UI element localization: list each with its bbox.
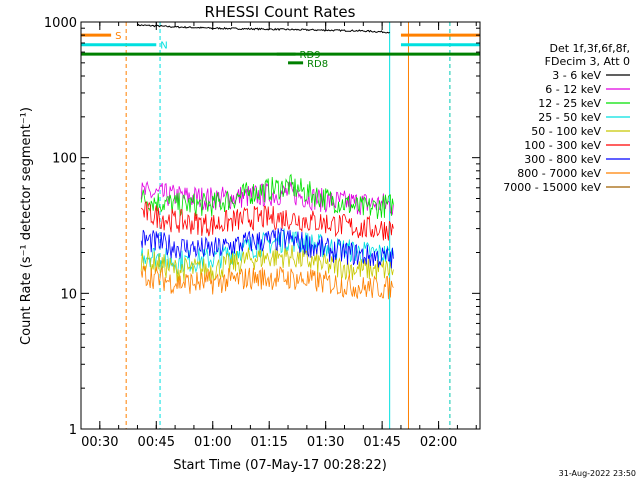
series-line-5 xyxy=(140,200,394,241)
series-line-0 xyxy=(137,23,390,34)
axes: 00:30 00:45 01:00 01:15 01:30 01:45 02:00 1 10 10… xyxy=(44,16,480,450)
x-tick-label: 01:00 xyxy=(194,435,231,450)
marker-label-4: RD8 xyxy=(307,59,328,70)
x-tick-label: 01:15 xyxy=(250,435,287,450)
series-line-7 xyxy=(140,265,394,300)
legend-label-3: 25 - 50 keV xyxy=(538,111,601,124)
x-tick-label: 02:00 xyxy=(420,435,457,450)
x-tick-label: 00:30 xyxy=(81,435,118,450)
footer-timestamp: 31-Aug-2022 23:50 xyxy=(559,469,636,478)
y-axis-label: Count Rate (s⁻¹ detector segment⁻¹) xyxy=(19,107,34,345)
marker-label-3: RD9 xyxy=(300,50,321,61)
legend-label-4: 50 - 100 keV xyxy=(531,125,601,138)
series-line-4 xyxy=(140,245,394,282)
legend-header-1: FDecim 3, Att 0 xyxy=(545,55,630,68)
legend-label-2: 12 - 25 keV xyxy=(538,97,601,110)
y-tick-label: 1000 xyxy=(44,16,77,31)
x-tick-label: 00:45 xyxy=(138,435,175,450)
chart-title: RHESSI Count Rates xyxy=(205,3,356,21)
x-tick-label: 01:30 xyxy=(307,435,344,450)
legend-label-7: 800 - 7000 keV xyxy=(517,167,601,180)
legend-label-1: 6 - 12 keV xyxy=(545,83,601,96)
legend-label-5: 100 - 300 keV xyxy=(524,139,601,152)
legend: Det 1f,3f,6f,8f,FDecim 3, Att 03 - 6 keV… xyxy=(503,42,630,194)
legend-label-8: 7000 - 15000 keV xyxy=(503,181,601,194)
y-tick-label: 1 xyxy=(69,423,77,438)
y-tick-label: 100 xyxy=(52,152,77,167)
marker-label-0: S xyxy=(115,31,121,42)
plot-frame xyxy=(80,21,481,430)
series-line-6 xyxy=(140,227,394,269)
series-layer xyxy=(137,23,394,300)
x-tick-label: 01:45 xyxy=(363,435,400,450)
marker-vlines xyxy=(80,22,451,429)
marker-label-1: N xyxy=(160,41,167,52)
y-tick-label: 10 xyxy=(60,287,77,302)
x-axis-label: Start Time (07-May-17 00:28:22) xyxy=(173,458,387,473)
legend-label-0: 3 - 6 keV xyxy=(552,69,601,82)
series-line-2 xyxy=(140,173,394,220)
legend-header-0: Det 1f,3f,6f,8f, xyxy=(549,42,630,55)
legend-label-6: 300 - 800 keV xyxy=(524,153,601,166)
